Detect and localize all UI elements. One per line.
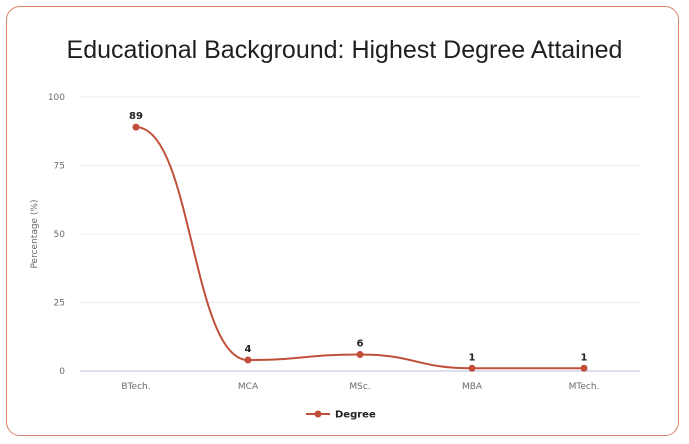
series-line [135,126,584,370]
data-label: 89 [129,111,143,122]
data-label: 1 [469,352,476,363]
x-tick-label: BTech. [121,382,150,392]
legend-label: Degree [335,410,376,421]
y-tick-label: 0 [59,367,65,377]
x-axis-ticks: BTech. MCA MSc. MBA MTech. [121,382,599,392]
grid-lines [80,96,640,372]
y-axis-title: Percentage (%) [30,199,40,268]
x-tick-label: MTech. [569,382,600,392]
data-point[interactable] [356,351,364,359]
x-tick-label: MSc. [349,382,370,392]
x-tick-label: MBA [462,382,483,392]
chart-card [6,6,679,436]
y-axis-ticks: 0 25 50 75 100 [48,93,65,377]
series-layer [132,123,588,372]
y-tick-label: 50 [54,230,66,240]
y-tick-label: 75 [54,162,65,172]
data-label: 4 [245,344,252,355]
data-point[interactable] [244,356,252,364]
y-tick-label: 100 [48,93,65,103]
x-tick-label: MCA [238,382,259,392]
data-labels: 89 4 6 1 1 [129,111,587,363]
data-point[interactable] [580,364,588,372]
data-label: 6 [357,339,364,350]
legend[interactable]: Degree [306,410,376,421]
legend-marker [314,410,322,418]
y-tick-label: 25 [54,299,65,309]
data-point[interactable] [468,364,476,372]
chart-title: Educational Background: Highest Degree A… [66,36,623,64]
data-label: 1 [581,352,588,363]
data-point[interactable] [132,123,140,131]
